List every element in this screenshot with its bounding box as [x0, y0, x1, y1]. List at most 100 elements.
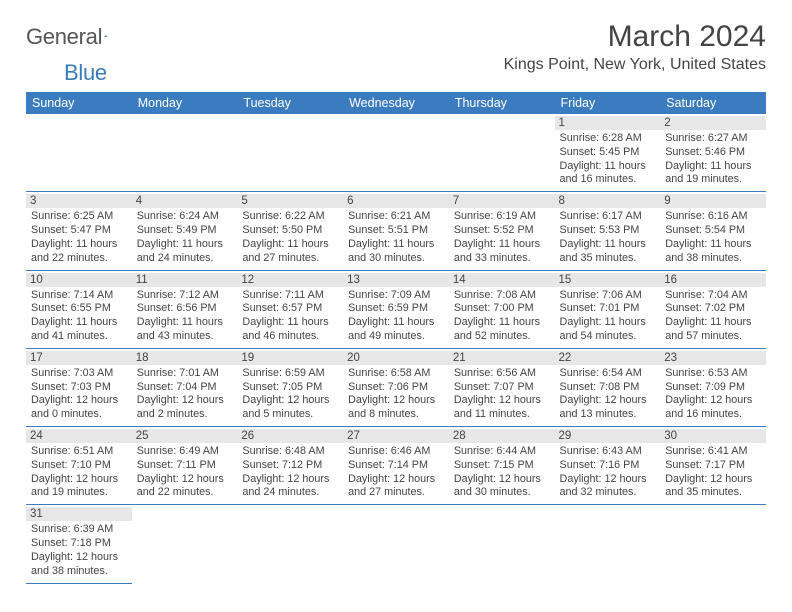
daylight-line: and 57 minutes.: [665, 330, 761, 344]
daylight-line: and 27 minutes.: [348, 486, 444, 500]
sunset-line: Sunset: 6:56 PM: [137, 302, 233, 316]
day-number: 19: [237, 351, 343, 365]
daylight-line: Daylight: 11 hours: [560, 316, 656, 330]
sunset-line: Sunset: 7:06 PM: [348, 381, 444, 395]
day-header: Wednesday: [343, 92, 449, 114]
sunrise-line: Sunrise: 6:56 AM: [454, 367, 550, 381]
daylight-line: and 54 minutes.: [560, 330, 656, 344]
sunset-line: Sunset: 7:08 PM: [560, 381, 656, 395]
month-title: March 2024: [504, 20, 766, 54]
day-number: 26: [237, 429, 343, 443]
daylight-line: Daylight: 12 hours: [137, 394, 233, 408]
sunrise-line: Sunrise: 6:49 AM: [137, 445, 233, 459]
daylight-line: Daylight: 11 hours: [137, 316, 233, 330]
calendar-cell: 29 Sunrise: 6:43 AMSunset: 7:16 PMDayligh…: [555, 427, 661, 505]
day-number: 30: [660, 429, 766, 443]
calendar-cell: 10Sunrise: 7:14 AMSunset: 6:55 PMDayligh…: [26, 270, 132, 348]
daylight-line: and 24 minutes.: [242, 486, 338, 500]
brand-word-general: General: [26, 24, 102, 50]
sunrise-line: Sunrise: 6:46 AM: [348, 445, 444, 459]
calendar-row: 31Sunrise: 6:39 AMSunset: 7:18 PMDayligh…: [26, 505, 766, 583]
day-number: 27: [343, 429, 449, 443]
sunrise-line: Sunrise: 6:53 AM: [665, 367, 761, 381]
daylight-line: and 0 minutes.: [31, 408, 127, 422]
brand-word-blue: Blue: [64, 60, 107, 86]
sunrise-line: Sunrise: 6:41 AM: [665, 445, 761, 459]
daylight-line: and 19 minutes.: [665, 173, 761, 187]
day-number: 20: [343, 351, 449, 365]
daylight-line: and 43 minutes.: [137, 330, 233, 344]
calendar-cell: 1Sunrise: 6:28 AMSunset: 5:45 PMDaylight…: [555, 114, 661, 192]
sunrise-line: Sunrise: 6:21 AM: [348, 210, 444, 224]
daylight-line: and 41 minutes.: [31, 330, 127, 344]
sunset-line: Sunset: 7:04 PM: [137, 381, 233, 395]
daylight-line: and 38 minutes.: [665, 252, 761, 266]
daylight-line: Daylight: 12 hours: [242, 473, 338, 487]
sunset-line: Sunset: 7:17 PM: [665, 459, 761, 473]
sunrise-line: Sunrise: 6:43 AM: [560, 445, 656, 459]
day-number: 29: [555, 429, 661, 443]
brand-logo: General: [26, 24, 124, 50]
location-subtitle: Kings Point, New York, United States: [504, 56, 766, 74]
daylight-line: and 11 minutes.: [454, 408, 550, 422]
sunset-line: Sunset: 7:12 PM: [242, 459, 338, 473]
calendar-cell: 28Sunrise: 6:44 AMSunset: 7:15 PMDayligh…: [449, 427, 555, 505]
calendar-cell-empty: [237, 114, 343, 192]
calendar-row: 17Sunrise: 7:03 AMSunset: 7:03 PMDayligh…: [26, 348, 766, 426]
calendar-cell-empty: [555, 505, 661, 583]
calendar-row: 3Sunrise: 6:25 AMSunset: 5:47 PMDaylight…: [26, 192, 766, 270]
daylight-line: Daylight: 12 hours: [560, 394, 656, 408]
daylight-line: and 27 minutes.: [242, 252, 338, 266]
calendar-body: 1Sunrise: 6:28 AMSunset: 5:45 PMDaylight…: [26, 114, 766, 583]
calendar-cell: 3Sunrise: 6:25 AMSunset: 5:47 PMDaylight…: [26, 192, 132, 270]
sunrise-line: Sunrise: 7:04 AM: [665, 289, 761, 303]
sunset-line: Sunset: 7:05 PM: [242, 381, 338, 395]
day-number: 3: [26, 194, 132, 208]
day-number: 25: [132, 429, 238, 443]
daylight-line: Daylight: 11 hours: [242, 238, 338, 252]
calendar-cell: 18Sunrise: 7:01 AMSunset: 7:04 PMDayligh…: [132, 348, 238, 426]
day-number: 24: [26, 429, 132, 443]
daylight-line: Daylight: 11 hours: [348, 238, 444, 252]
day-number: 28: [449, 429, 555, 443]
sunrise-line: Sunrise: 6:58 AM: [348, 367, 444, 381]
daylight-line: and 16 minutes.: [665, 408, 761, 422]
calendar-cell: 7Sunrise: 6:19 AMSunset: 5:52 PMDaylight…: [449, 192, 555, 270]
sunset-line: Sunset: 7:16 PM: [560, 459, 656, 473]
sunrise-line: Sunrise: 7:08 AM: [454, 289, 550, 303]
daylight-line: and 8 minutes.: [348, 408, 444, 422]
sunrise-line: Sunrise: 6:22 AM: [242, 210, 338, 224]
day-number: 2: [660, 116, 766, 130]
day-number: 13: [343, 273, 449, 287]
daylight-line: and 35 minutes.: [665, 486, 761, 500]
day-number: 14: [449, 273, 555, 287]
calendar-cell: 15Sunrise: 7:06 AMSunset: 7:01 PMDayligh…: [555, 270, 661, 348]
daylight-line: and 33 minutes.: [454, 252, 550, 266]
calendar-cell: 14Sunrise: 7:08 AMSunset: 7:00 PMDayligh…: [449, 270, 555, 348]
daylight-line: and 35 minutes.: [560, 252, 656, 266]
sunset-line: Sunset: 5:54 PM: [665, 224, 761, 238]
sunrise-line: Sunrise: 7:12 AM: [137, 289, 233, 303]
calendar-cell: 24Sunrise: 6:51 AMSunset: 7:10 PMDayligh…: [26, 427, 132, 505]
daylight-line: and 32 minutes.: [560, 486, 656, 500]
daylight-line: and 13 minutes.: [560, 408, 656, 422]
day-number: 17: [26, 351, 132, 365]
calendar-cell: 30Sunrise: 6:41 AMSunset: 7:17 PMDayligh…: [660, 427, 766, 505]
sunset-line: Sunset: 7:00 PM: [454, 302, 550, 316]
sunrise-line: Sunrise: 6:25 AM: [31, 210, 127, 224]
daylight-line: Daylight: 12 hours: [242, 394, 338, 408]
calendar-cell-empty: [132, 505, 238, 583]
daylight-line: Daylight: 12 hours: [560, 473, 656, 487]
sunrise-line: Sunrise: 6:17 AM: [560, 210, 656, 224]
sunset-line: Sunset: 7:11 PM: [137, 459, 233, 473]
calendar-cell: 6Sunrise: 6:21 AMSunset: 5:51 PMDaylight…: [343, 192, 449, 270]
daylight-line: Daylight: 11 hours: [665, 316, 761, 330]
calendar-cell: 17Sunrise: 7:03 AMSunset: 7:03 PMDayligh…: [26, 348, 132, 426]
sunset-line: Sunset: 5:52 PM: [454, 224, 550, 238]
calendar-cell: 16Sunrise: 7:04 AMSunset: 7:02 PMDayligh…: [660, 270, 766, 348]
sunrise-line: Sunrise: 6:44 AM: [454, 445, 550, 459]
sunrise-line: Sunrise: 7:06 AM: [560, 289, 656, 303]
daylight-line: and 46 minutes.: [242, 330, 338, 344]
sunrise-line: Sunrise: 6:28 AM: [560, 132, 656, 146]
sunset-line: Sunset: 7:09 PM: [665, 381, 761, 395]
